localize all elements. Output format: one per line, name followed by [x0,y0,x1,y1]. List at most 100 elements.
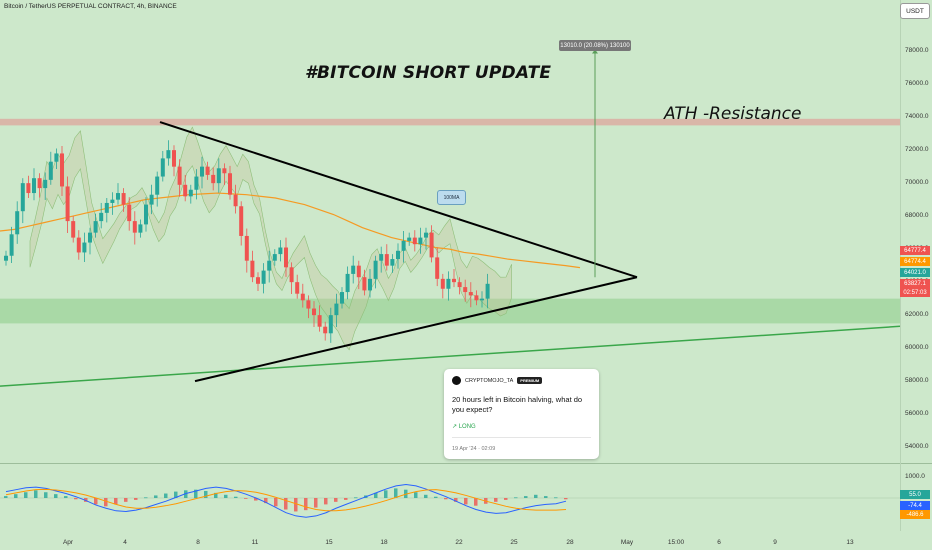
candle-body [183,184,188,197]
candle-body [194,176,199,190]
idea-text: 20 hours left in Bitcoin halving, what d… [452,395,583,414]
candle-body [15,211,20,235]
macd-histogram-bar [544,496,548,498]
macd-histogram-bar [64,496,68,498]
macd-histogram-bar [124,498,128,502]
candle-body [155,176,160,195]
candle-body [295,282,300,294]
title-annotation: #BITCOIN SHORT UPDATE [305,63,552,83]
y-tick-label: 56000.0 [905,410,929,417]
macd-histogram-bar [384,490,388,498]
macd-histogram-bar [244,498,248,499]
price-tag-3: 63827.1 [900,279,930,288]
x-tick-label: 9 [773,539,777,546]
macd-histogram-bar [44,492,48,498]
candle-body [188,189,193,197]
candle-body [412,237,417,245]
x-tick-label: 13 [846,539,854,546]
y-tick-label: 76000.0 [905,80,929,87]
wedge-upper-line [159,121,638,279]
macd-histogram-bar [24,492,28,498]
y-tick-label: 62000.0 [905,311,929,318]
candle-body [418,237,423,245]
currency-button[interactable]: USDT [900,3,930,19]
ath-resistance-annotation: ATH -Resistance [664,104,802,124]
candle-body [289,267,294,283]
candle-body [317,315,322,327]
avatar [452,376,461,385]
candle-body [452,278,456,283]
macd-tag-0: 55.0 [900,490,930,499]
candle-body [312,308,316,316]
macd-histogram-bar [564,498,568,500]
macd-histogram-bar [204,490,208,498]
price-tag-4: 02:57:03 [900,288,930,297]
macd-histogram-bar [474,498,478,506]
candle-body [211,174,216,184]
macd-histogram-bar [184,490,188,498]
macd-histogram-bar [34,490,38,498]
ma100-line [0,192,581,269]
macd-histogram-bar [314,498,318,508]
macd-histogram-bar [424,494,428,498]
idea-author[interactable]: CRYPTOMOJO_TA [465,377,514,384]
candle-body [26,183,31,194]
macd-histogram-bar [74,498,78,500]
candle-body [401,240,406,251]
candle-body [93,221,98,233]
candle-body [306,300,311,309]
symbol-title[interactable]: Bitcoin / TetherUS PERPETUAL CONTRACT, 4… [4,3,177,10]
ascending-trendline [0,325,901,387]
macd-histogram-bar [274,498,278,507]
candle-body [300,293,305,301]
macd-histogram-bar [164,493,168,498]
macd-histogram-bar [534,494,538,498]
macd-histogram-bar [294,498,298,512]
candle-body [272,254,277,261]
candle-body [132,221,137,233]
candle-body [239,206,244,236]
candle-body [474,295,479,301]
idea-card[interactable]: CRYPTOMOJO_TA PREMIUM 20 hours left in B… [444,369,599,459]
candle-body [429,232,434,258]
macd-tick-label: 1000.0 [905,473,925,480]
candle-body [149,194,154,205]
candle-body [457,282,462,288]
macd-histogram-bar [304,498,308,511]
candle-body [362,277,367,291]
candle-body [104,202,109,213]
candle-body [48,161,53,180]
macd-histogram-bar [284,498,288,510]
divider [452,437,591,438]
candle-body [166,150,171,159]
candle-body [222,168,227,174]
macd-histogram-bar [134,498,138,500]
candle-body [340,292,344,304]
candle-body [244,235,249,261]
candle-body [284,247,288,268]
macd-histogram-bar [494,498,498,502]
candle-body [54,153,59,162]
price-tag-1: 64774.4 [900,257,930,266]
candle-body [228,173,232,195]
macd-histogram-bar [104,498,108,507]
x-tick-label: 18 [380,539,388,546]
candle-body [407,237,412,241]
candle-body [37,178,42,189]
x-tick-label: 4 [123,539,127,546]
macd-histogram-bar [264,498,268,504]
macd-histogram-bar [414,492,418,498]
macd-histogram-bar [254,498,258,501]
candle-body [20,183,25,212]
candle-body [127,204,132,222]
idea-direction: ↗ LONG [452,424,476,430]
y-tick-label: 60000.0 [905,344,929,351]
macd-histogram-bar [464,498,468,505]
y-tick-label: 72000.0 [905,146,929,153]
price-tag-2: 64021.0 [900,268,930,277]
measure-arrow-head [592,49,598,54]
candle-body [356,265,361,278]
candle-body [446,278,451,289]
candle-body [390,259,395,266]
